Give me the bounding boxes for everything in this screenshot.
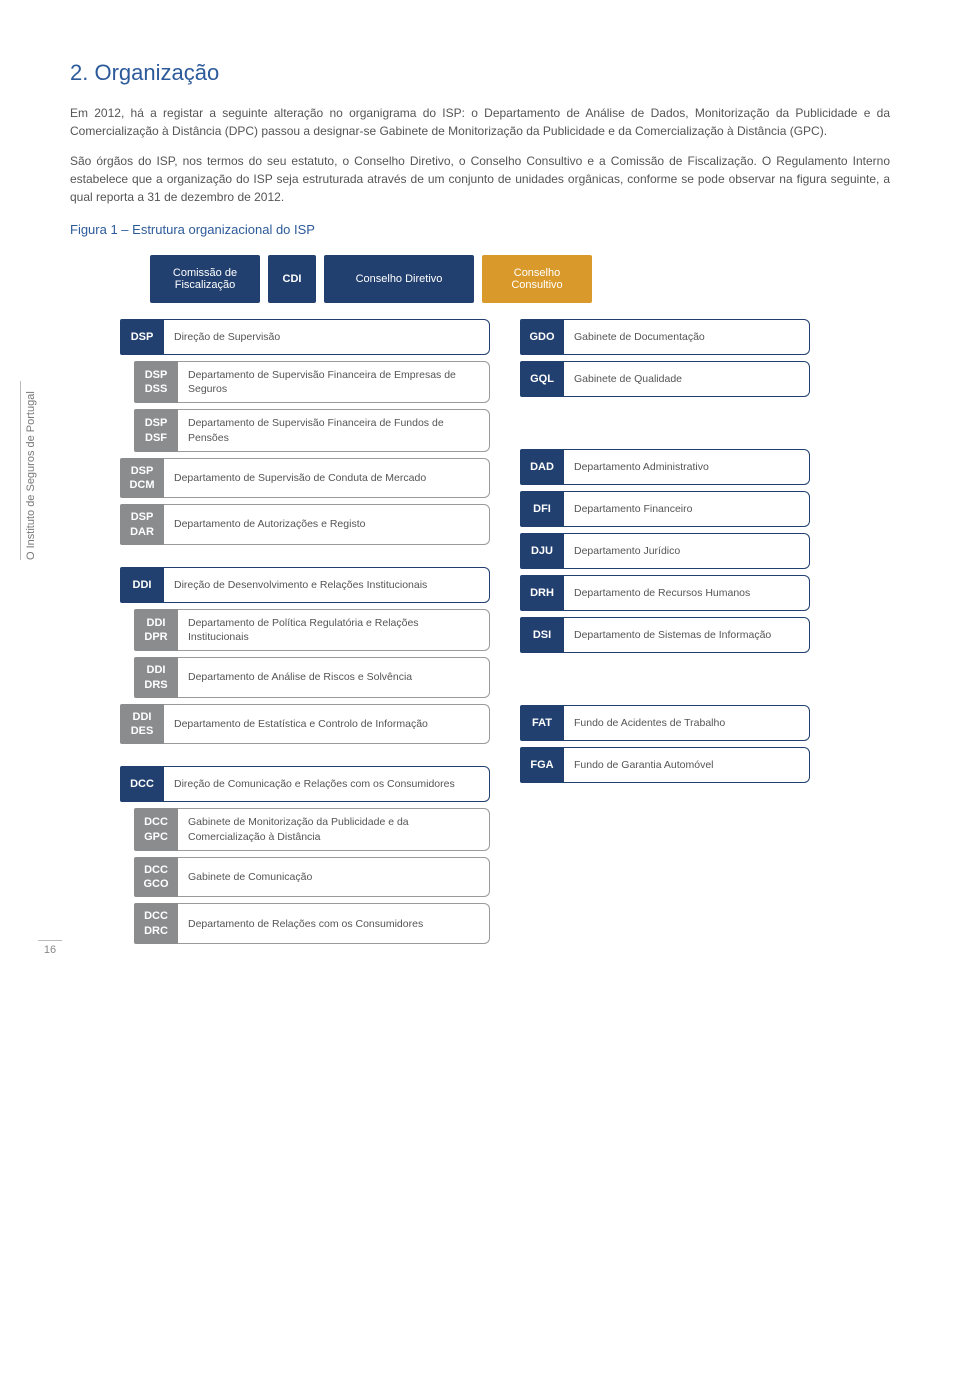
- org-unit-code: DSPDAR: [120, 504, 164, 545]
- org-unit-code: DFI: [520, 491, 564, 527]
- org-unit: DCCGPCGabinete de Monitorização da Publi…: [134, 808, 490, 850]
- org-unit-code: DDI: [120, 567, 164, 603]
- org-unit-code: DDIDPR: [134, 609, 178, 651]
- org-unit-code: DAD: [520, 449, 564, 485]
- org-unit: DSPDireção de Supervisão: [120, 319, 490, 355]
- org-unit: DSPDARDepartamento de Autorizações e Reg…: [120, 504, 490, 545]
- org-unit: DDIDRSDepartamento de Análise de Riscos …: [134, 657, 490, 698]
- org-unit-code: DCCGPC: [134, 808, 178, 850]
- org-unit-code: DDIDRS: [134, 657, 178, 698]
- org-unit: DSPDCMDepartamento de Supervisão de Cond…: [120, 458, 490, 499]
- org-unit-code: FGA: [520, 747, 564, 783]
- side-tab-label: O Instituto de Seguros de Portugal: [20, 381, 37, 560]
- org-unit: DADDepartamento Administrativo: [520, 449, 810, 485]
- org-unit-label: Direção de Supervisão: [164, 319, 490, 355]
- intro-paragraph-1: Em 2012, há a registar a seguinte altera…: [70, 104, 890, 140]
- org-unit: DSIDepartamento de Sistemas de Informaçã…: [520, 617, 810, 653]
- org-chart-right-column: GDOGabinete de DocumentaçãoGQLGabinete d…: [520, 319, 810, 944]
- org-unit-label: Direção de Comunicação e Relações com os…: [164, 766, 490, 802]
- org-unit-label: Departamento Administrativo: [564, 449, 810, 485]
- org-unit-label: Departamento de Supervisão Financeira de…: [178, 409, 490, 451]
- org-unit: GDOGabinete de Documentação: [520, 319, 810, 355]
- org-unit: DDIDireção de Desenvolvimento e Relações…: [120, 567, 490, 603]
- org-unit-code: DCCGCO: [134, 857, 178, 898]
- org-unit-label: Departamento de Sistemas de Informação: [564, 617, 810, 653]
- org-chart: Comissão de FiscalizaçãoCDIConselho Dire…: [120, 255, 890, 944]
- org-unit-label: Departamento de Relações com os Consumid…: [178, 903, 490, 944]
- org-unit-label: Departamento de Recursos Humanos: [564, 575, 810, 611]
- org-chart-top-row: Comissão de FiscalizaçãoCDIConselho Dire…: [150, 255, 890, 303]
- org-unit-label: Fundo de Garantia Automóvel: [564, 747, 810, 783]
- org-unit-code: DCC: [120, 766, 164, 802]
- org-chart-left-column: DSPDireção de SupervisãoDSPDSSDepartamen…: [120, 319, 490, 944]
- org-unit-code: DRH: [520, 575, 564, 611]
- org-unit-code: DSI: [520, 617, 564, 653]
- org-unit-code: DSPDSS: [134, 361, 178, 403]
- org-unit: DSPDSFDepartamento de Supervisão Finance…: [134, 409, 490, 451]
- org-unit-code: FAT: [520, 705, 564, 741]
- figure-title: Figura 1 – Estrutura organizacional do I…: [70, 222, 890, 237]
- org-top-box: Conselho Diretivo: [324, 255, 474, 303]
- org-unit-code: DSPDCM: [120, 458, 164, 499]
- section-heading: 2. Organização: [70, 60, 890, 86]
- page-number: 16: [38, 940, 62, 956]
- org-unit-code: GQL: [520, 361, 564, 397]
- org-unit-code: GDO: [520, 319, 564, 355]
- org-unit-label: Departamento Jurídico: [564, 533, 810, 569]
- org-unit: DSPDSSDepartamento de Supervisão Finance…: [134, 361, 490, 403]
- org-unit-label: Departamento de Supervisão Financeira de…: [178, 361, 490, 403]
- org-unit-label: Departamento de Política Regulatória e R…: [178, 609, 490, 651]
- org-unit: DCCDireção de Comunicação e Relações com…: [120, 766, 490, 802]
- org-unit-label: Gabinete de Qualidade: [564, 361, 810, 397]
- org-unit: FGAFundo de Garantia Automóvel: [520, 747, 810, 783]
- org-unit: DJUDepartamento Jurídico: [520, 533, 810, 569]
- org-unit-label: Gabinete de Monitorização da Publicidade…: [178, 808, 490, 850]
- org-unit-label: Fundo de Acidentes de Trabalho: [564, 705, 810, 741]
- org-unit: FATFundo de Acidentes de Trabalho: [520, 705, 810, 741]
- org-unit: DRHDepartamento de Recursos Humanos: [520, 575, 810, 611]
- org-unit-code: DSPDSF: [134, 409, 178, 451]
- org-unit-label: Gabinete de Documentação: [564, 319, 810, 355]
- org-top-box: CDI: [268, 255, 316, 303]
- org-unit-label: Departamento de Autorizações e Registo: [164, 504, 490, 545]
- intro-paragraph-2: São órgãos do ISP, nos termos do seu est…: [70, 152, 890, 206]
- org-unit-label: Departamento de Estatística e Controlo d…: [164, 704, 490, 745]
- org-unit: DFIDepartamento Financeiro: [520, 491, 810, 527]
- org-unit: DDIDPRDepartamento de Política Regulatór…: [134, 609, 490, 651]
- org-unit-code: DCCDRC: [134, 903, 178, 944]
- org-unit-label: Departamento de Análise de Riscos e Solv…: [178, 657, 490, 698]
- org-unit: DCCGCOGabinete de Comunicação: [134, 857, 490, 898]
- org-unit-code: DJU: [520, 533, 564, 569]
- org-top-box: Conselho Consultivo: [482, 255, 592, 303]
- org-unit-code: DDIDES: [120, 704, 164, 745]
- org-top-box: Comissão de Fiscalização: [150, 255, 260, 303]
- org-unit-label: Direção de Desenvolvimento e Relações In…: [164, 567, 490, 603]
- org-unit: DCCDRCDepartamento de Relações com os Co…: [134, 903, 490, 944]
- org-unit: GQLGabinete de Qualidade: [520, 361, 810, 397]
- org-unit-label: Gabinete de Comunicação: [178, 857, 490, 898]
- org-unit: DDIDESDepartamento de Estatística e Cont…: [120, 704, 490, 745]
- org-unit-label: Departamento de Supervisão de Conduta de…: [164, 458, 490, 499]
- org-unit-code: DSP: [120, 319, 164, 355]
- org-unit-label: Departamento Financeiro: [564, 491, 810, 527]
